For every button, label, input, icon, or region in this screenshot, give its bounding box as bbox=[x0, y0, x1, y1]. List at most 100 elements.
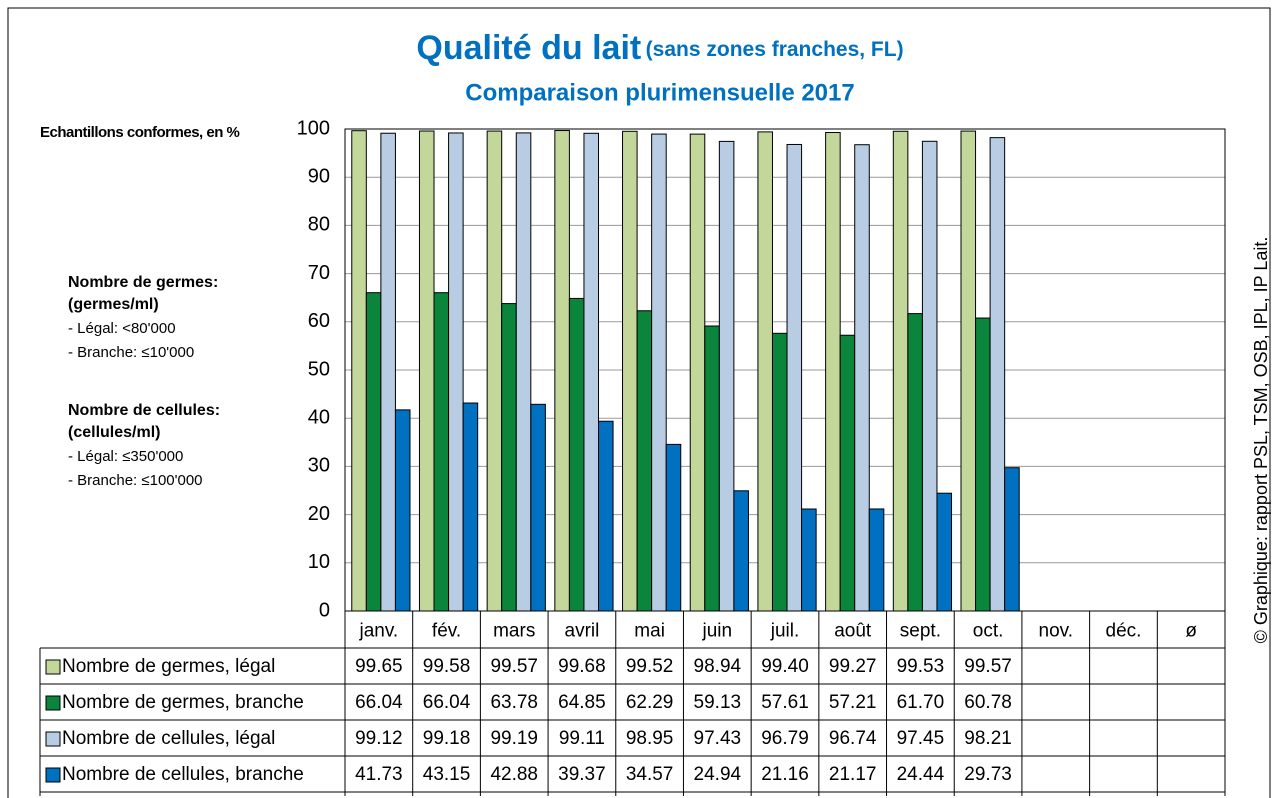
source: © Graphique: rapport PSL, TSM, OSB, IPL,… bbox=[1251, 237, 1271, 644]
bar bbox=[936, 492, 953, 612]
table-value: 98.94 bbox=[694, 656, 742, 677]
table-value: 39.37 bbox=[558, 764, 606, 785]
legend-label: Nombre de cellules, branche bbox=[62, 764, 304, 785]
y-tick-label: 70 bbox=[308, 262, 330, 284]
bar bbox=[733, 490, 749, 612]
y-tick-label: 0 bbox=[319, 599, 330, 621]
table-value: 42.88 bbox=[490, 764, 538, 785]
table-value: 99.57 bbox=[490, 656, 538, 677]
table-value: 63.78 bbox=[490, 692, 538, 713]
x-tick-label: janv. bbox=[358, 621, 398, 642]
legend-label: Nombre de germes, branche bbox=[62, 692, 304, 713]
bar bbox=[975, 317, 991, 612]
table-value: 21.17 bbox=[829, 764, 877, 785]
note-heading: Nombre de germes: bbox=[68, 274, 218, 291]
legend-key bbox=[45, 731, 61, 747]
bar bbox=[989, 137, 1006, 612]
table-value: 43.15 bbox=[423, 764, 471, 785]
table-value: 99.19 bbox=[490, 728, 538, 749]
legend-key bbox=[45, 695, 61, 711]
table-value: 99.52 bbox=[626, 656, 674, 677]
x-tick-label: juil. bbox=[770, 621, 800, 642]
bar bbox=[433, 292, 450, 612]
frame bbox=[7, 7, 1271, 798]
bar bbox=[801, 508, 817, 612]
bar bbox=[394, 409, 411, 612]
bar bbox=[771, 332, 788, 612]
x-tick-label: nov. bbox=[1039, 621, 1074, 642]
bar bbox=[554, 130, 570, 612]
x-tick-label: août bbox=[834, 621, 872, 642]
table-value: 66.04 bbox=[355, 692, 403, 713]
legend-label: Nombre de cellules, légal bbox=[62, 728, 275, 749]
x-tick-label: déc. bbox=[1106, 621, 1142, 642]
table-value: 66.04 bbox=[423, 692, 471, 713]
table-value: 57.61 bbox=[761, 692, 809, 713]
bar bbox=[665, 443, 682, 612]
table-value: 99.58 bbox=[423, 656, 471, 677]
table-value: 61.70 bbox=[897, 692, 945, 713]
y-axis-label: Echantillons conformes, en % bbox=[40, 124, 240, 141]
bar bbox=[892, 130, 909, 612]
note-line: - Légal: ≤350'000 bbox=[68, 448, 183, 465]
y-tick-label: 40 bbox=[308, 406, 330, 428]
bar bbox=[960, 130, 977, 612]
x-tick-label: mai bbox=[634, 621, 665, 642]
chart-subtitle: Comparaison plurimensuelle 2017 bbox=[465, 79, 854, 106]
table-value: 96.74 bbox=[829, 728, 877, 749]
table-value: 62.29 bbox=[626, 692, 674, 713]
note-line: - Branche: ≤10'000 bbox=[68, 344, 194, 361]
bar bbox=[365, 292, 382, 612]
table-value: 29.73 bbox=[964, 764, 1012, 785]
y-tick-label: 80 bbox=[308, 214, 330, 236]
y-tick-label: 90 bbox=[308, 165, 330, 187]
bar bbox=[515, 132, 532, 612]
bar bbox=[786, 143, 803, 612]
title-line: Qualité du lait (sans zones franches, FL… bbox=[416, 29, 903, 67]
table-value: 97.45 bbox=[897, 728, 945, 749]
note-line: - Légal: <80'000 bbox=[68, 320, 176, 337]
table-value: 99.12 bbox=[355, 728, 403, 749]
table-value: 34.57 bbox=[626, 764, 674, 785]
table-value: 21.16 bbox=[761, 764, 809, 785]
bar bbox=[651, 133, 667, 612]
bar bbox=[501, 303, 517, 612]
x-tick-label: fév. bbox=[432, 621, 461, 642]
bar bbox=[718, 140, 735, 612]
bar bbox=[583, 132, 600, 612]
table-value: 98.95 bbox=[626, 728, 674, 749]
note-line: - Branche: ≤100'000 bbox=[68, 472, 203, 489]
y-tick-label: 50 bbox=[308, 358, 330, 380]
bar bbox=[462, 402, 479, 612]
bar bbox=[921, 140, 938, 612]
table-value: 64.85 bbox=[558, 692, 606, 713]
note-heading: Nombre de cellules: bbox=[68, 402, 220, 419]
plot-border bbox=[344, 128, 1226, 612]
bar bbox=[636, 310, 653, 612]
note-unit: (germes/ml) bbox=[68, 296, 159, 313]
bar bbox=[598, 420, 614, 612]
chart-title-note: (sans zones franches, FL) bbox=[646, 38, 904, 61]
bar bbox=[854, 144, 870, 612]
x-tick-label: sept. bbox=[900, 621, 941, 642]
bar bbox=[622, 130, 638, 612]
bar bbox=[689, 133, 706, 612]
table-value: 41.73 bbox=[355, 764, 403, 785]
x-tick-label: oct. bbox=[973, 621, 1004, 642]
bar bbox=[530, 403, 546, 612]
table-value: 24.94 bbox=[694, 764, 742, 785]
table-value: 99.53 bbox=[897, 656, 945, 677]
legend-key bbox=[45, 767, 61, 783]
table-value: 59.13 bbox=[694, 692, 742, 713]
bar bbox=[418, 130, 435, 612]
bar bbox=[825, 132, 841, 612]
table-value: 24.44 bbox=[897, 764, 945, 785]
bar bbox=[448, 132, 464, 612]
x-tick-label: ø bbox=[1185, 621, 1197, 642]
y-tick-label: 30 bbox=[308, 455, 330, 477]
bar bbox=[380, 132, 396, 612]
table-value: 99.18 bbox=[423, 728, 471, 749]
legend-label: Nombre de germes, légal bbox=[62, 656, 275, 677]
table-value: 57.21 bbox=[829, 692, 877, 713]
